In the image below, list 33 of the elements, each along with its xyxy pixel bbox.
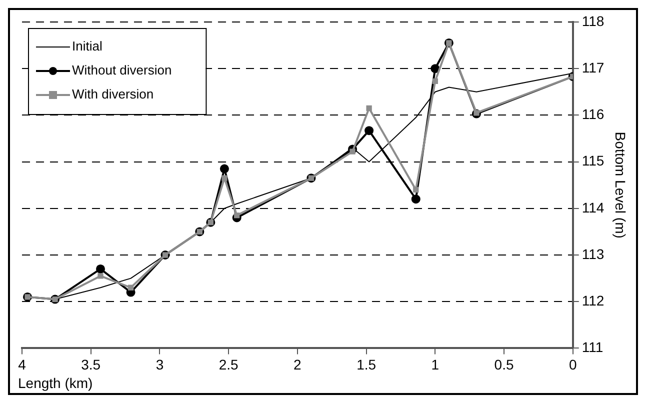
x-tick-label: 4 bbox=[18, 356, 26, 372]
y-axis-title: Bottom Level (m) bbox=[612, 132, 629, 238]
y-tick-label: 116 bbox=[582, 106, 604, 122]
y-tick-label: 114 bbox=[582, 199, 604, 216]
legend-label: Initial bbox=[72, 38, 102, 54]
point bbox=[220, 164, 229, 174]
point bbox=[413, 186, 419, 193]
x-tick-label: 1 bbox=[431, 356, 440, 372]
point bbox=[96, 264, 105, 274]
x-tick-label: 2.5 bbox=[218, 356, 239, 372]
point bbox=[98, 273, 104, 279]
point bbox=[222, 175, 228, 181]
x-tick-label: 1.5 bbox=[356, 356, 376, 372]
x-tick-label: 0 bbox=[568, 356, 577, 372]
legend-label: Without diversion bbox=[72, 62, 172, 78]
y-tick-label: 117 bbox=[582, 59, 604, 76]
x-tick-label: 3 bbox=[156, 356, 164, 372]
legend-label: With diversion bbox=[72, 86, 154, 102]
y-tick-label: 111 bbox=[582, 339, 604, 356]
point bbox=[432, 78, 438, 84]
x-tick-label: 0.5 bbox=[494, 356, 514, 372]
y-tick-label: 113 bbox=[582, 246, 604, 262]
x-tick-label: 2 bbox=[294, 356, 302, 372]
y-tick-label: 112 bbox=[582, 292, 604, 308]
x-axis-title: Length (km) bbox=[18, 374, 93, 391]
point bbox=[411, 194, 420, 204]
point bbox=[366, 105, 372, 112]
point bbox=[430, 64, 440, 74]
point bbox=[364, 126, 374, 136]
y-tick-label: 118 bbox=[582, 12, 604, 29]
y-tick-label: 115 bbox=[582, 152, 604, 169]
point bbox=[128, 284, 134, 290]
x-tick-label: 3.5 bbox=[81, 356, 101, 372]
